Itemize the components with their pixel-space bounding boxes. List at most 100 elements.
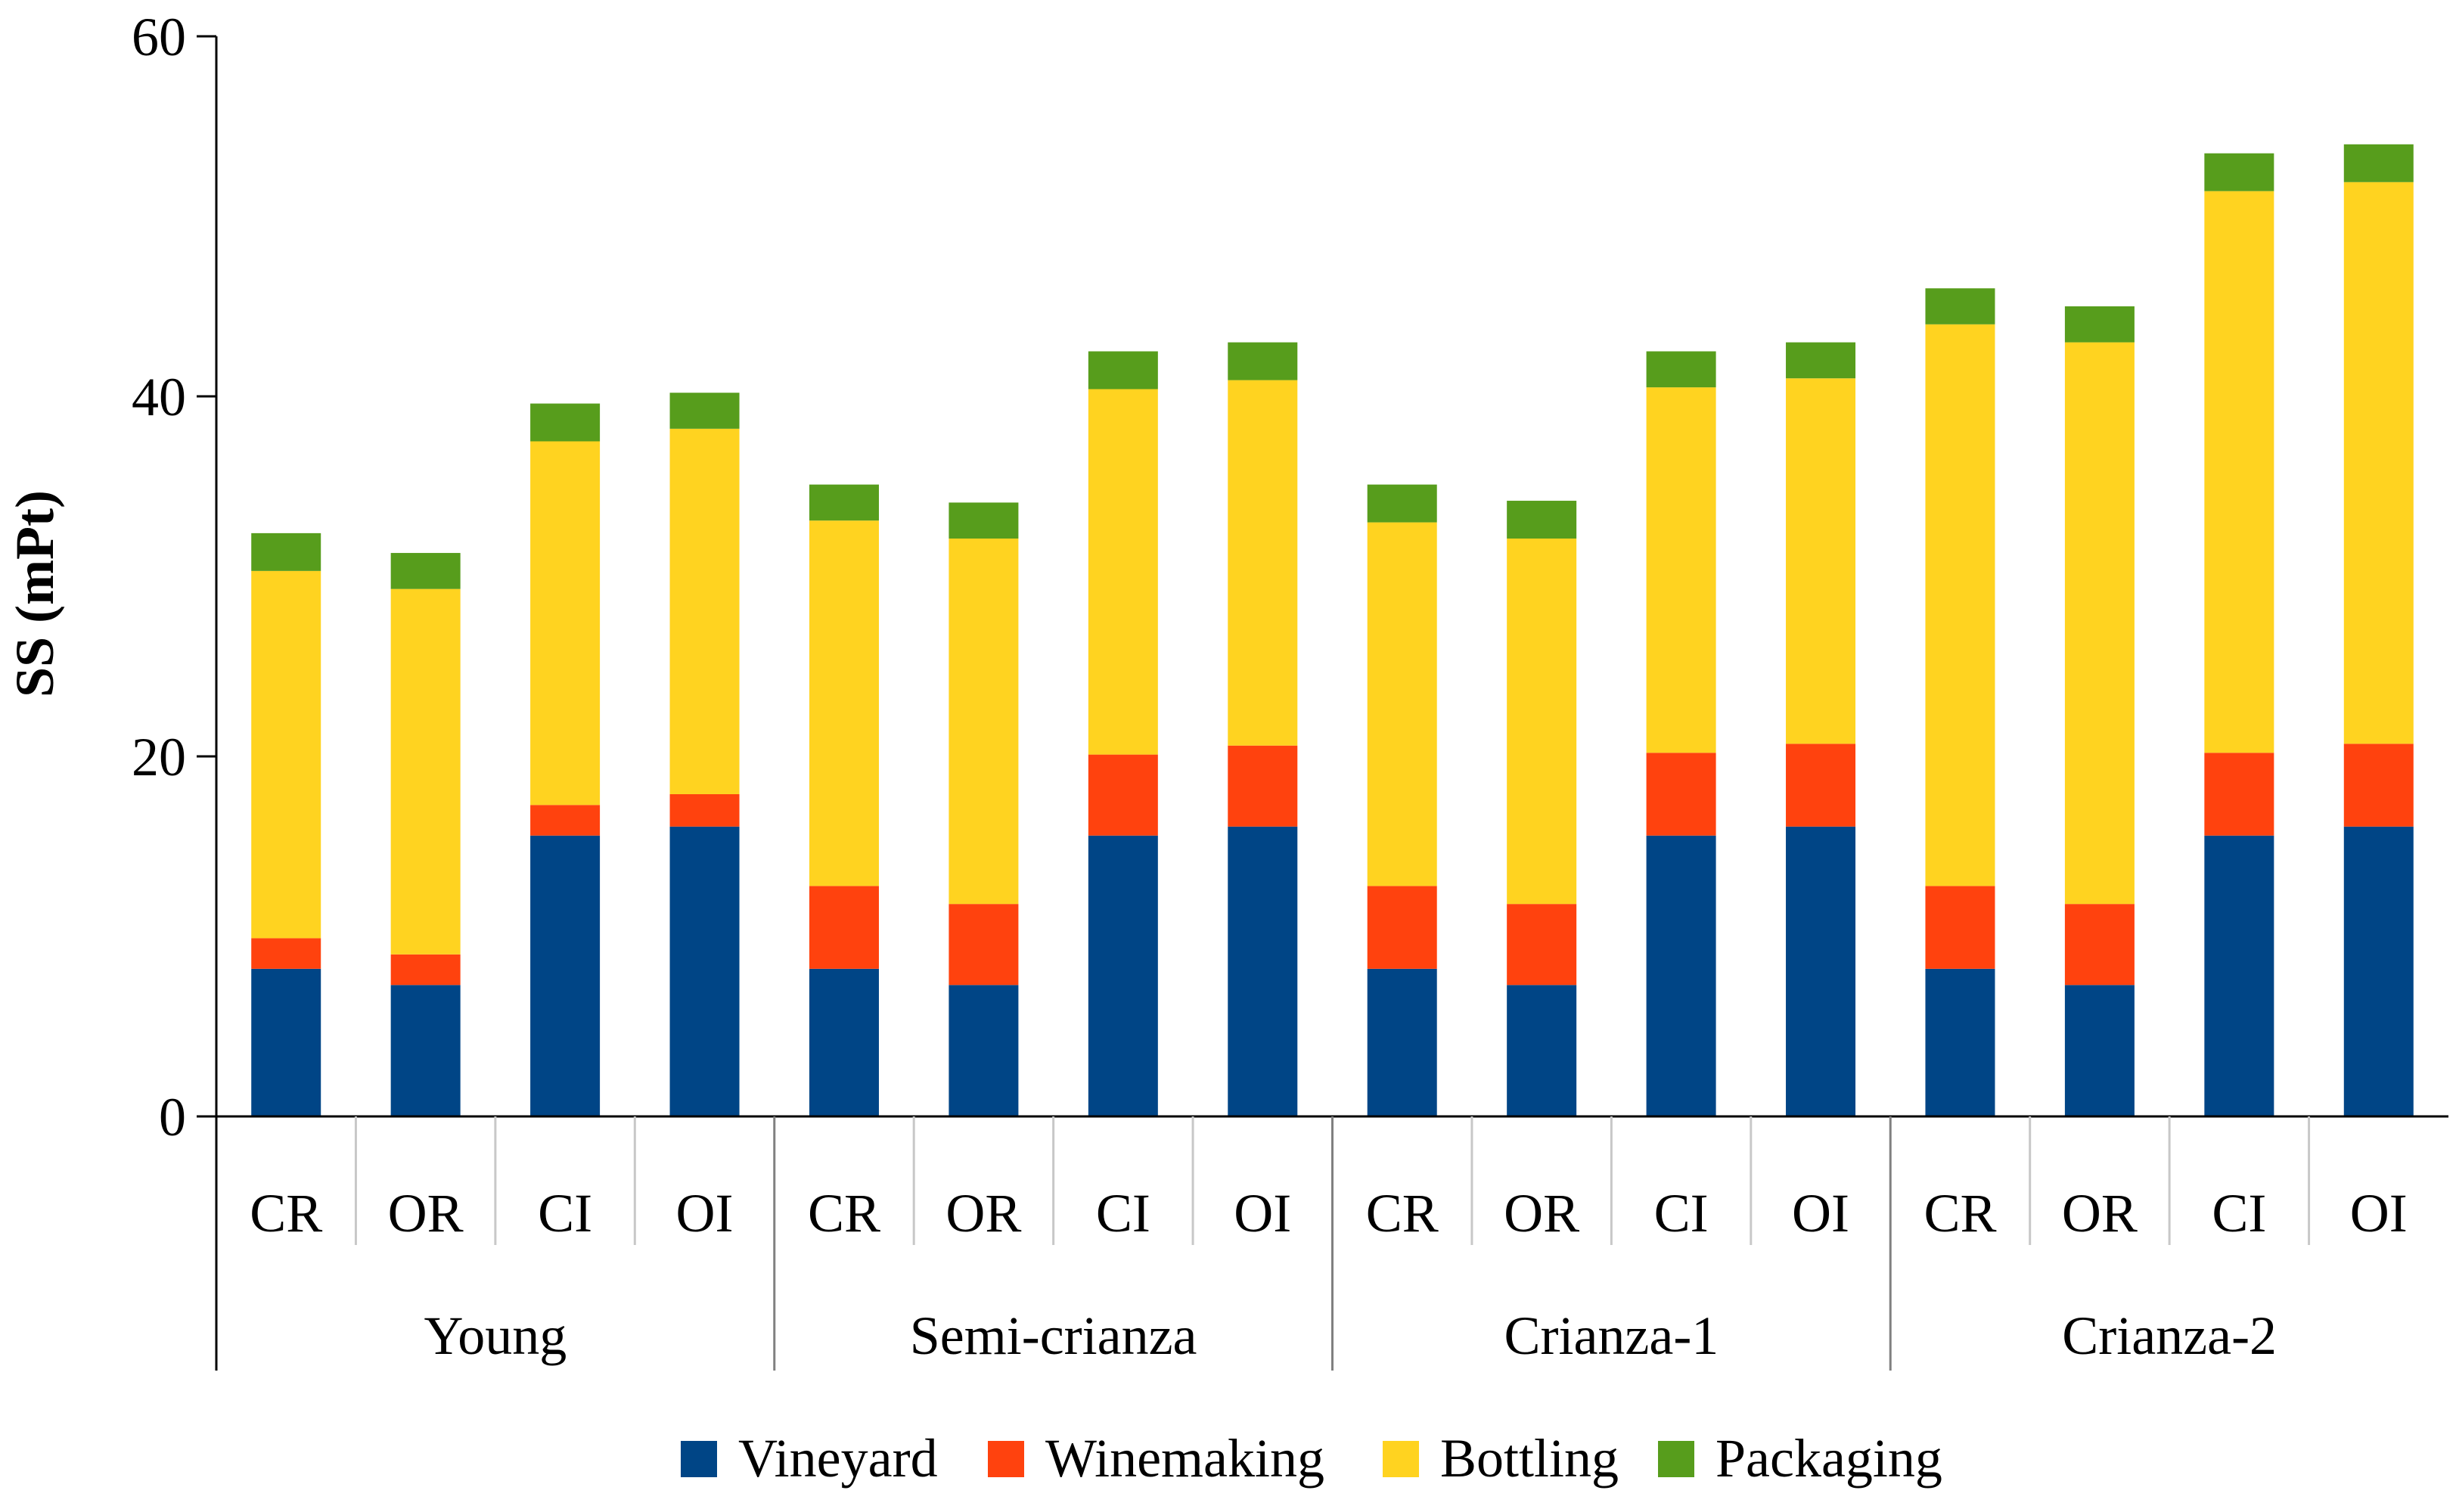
bar-winemaking-segment (809, 886, 879, 969)
bar-bottling-segment (530, 441, 601, 806)
bar-vineyard-segment (809, 968, 879, 1116)
bar-vineyard-segment (1367, 968, 1437, 1116)
bar-vineyard-segment (1088, 835, 1158, 1116)
bar-winemaking-segment (2064, 904, 2135, 986)
bar-winemaking-segment (1088, 754, 1158, 836)
x-groups-layer: Young Semi-crianza Crianza-1 Crianza-2 (424, 1116, 2277, 1371)
bar-packaging-segment (2204, 153, 2274, 191)
bar-winemaking-segment (251, 938, 321, 969)
x-group-label: Crianza-1 (1504, 1306, 1719, 1366)
x-group-label: Semi-crianza (910, 1306, 1197, 1366)
bar-vineyard-segment (1786, 826, 1856, 1116)
bar-vineyard-segment (2343, 826, 2414, 1116)
bar-winemaking-segment (1507, 904, 1577, 986)
bar-packaging-segment (1925, 288, 1995, 324)
bar-vineyard-segment (2204, 835, 2274, 1116)
bar-bottling-segment (1786, 378, 1856, 744)
bar-packaging-segment (669, 393, 740, 429)
x-category-label: OI (1234, 1183, 1291, 1243)
bar-winemaking-segment (669, 793, 740, 827)
bar-bottling-segment (1925, 324, 1995, 886)
bar-winemaking-segment (1646, 753, 1716, 836)
bar-bottling-segment (1228, 380, 1298, 746)
x-category-label: OI (2350, 1183, 2408, 1243)
legend-swatch-winemaking (988, 1441, 1024, 1477)
x-group-label: Young (424, 1306, 567, 1366)
bar-packaging-segment (2343, 144, 2414, 182)
bar-packaging-segment (1088, 351, 1158, 390)
y-ticks-layer: 0 20 40 60 (132, 7, 216, 1147)
x-category-label: OI (676, 1183, 734, 1243)
bar-bottling-segment (1507, 539, 1577, 905)
bar-packaging-segment (530, 403, 601, 442)
bar-vineyard-segment (669, 826, 740, 1116)
x-category-label: OR (945, 1183, 1021, 1243)
x-category-label: OI (1792, 1183, 1849, 1243)
legend-swatch-packaging (1658, 1441, 1694, 1477)
bar-winemaking-segment (949, 904, 1019, 986)
bar-winemaking-segment (1786, 744, 1856, 827)
x-category-label: CR (808, 1183, 880, 1243)
bar-vineyard-segment (1228, 826, 1298, 1116)
bar-packaging-segment (809, 484, 879, 521)
bar-packaging-segment (2064, 306, 2135, 343)
y-tick-label: 40 (132, 367, 186, 427)
bar-vineyard-segment (2064, 985, 2135, 1116)
bar-packaging-segment (1367, 484, 1437, 523)
legend: Vineyard Winemaking Bottling Packaging (681, 1428, 1942, 1489)
bar-winemaking-segment (2343, 744, 2414, 827)
bar-vineyard-segment (251, 968, 321, 1116)
bar-bottling-segment (669, 428, 740, 794)
x-category-label: CR (250, 1183, 322, 1243)
bar-vineyard-segment (390, 985, 461, 1116)
bar-packaging-segment (1507, 501, 1577, 539)
legend-label-bottling: Bottling (1440, 1428, 1619, 1489)
bar-bottling-segment (2343, 182, 2414, 744)
legend-label-winemaking: Winemaking (1045, 1428, 1324, 1489)
bar-vineyard-segment (1507, 985, 1577, 1116)
bar-winemaking-segment (530, 805, 601, 836)
bar-packaging-segment (1646, 351, 1716, 388)
bar-winemaking-segment (1367, 886, 1437, 969)
x-category-label: CR (1924, 1183, 1996, 1243)
bar-vineyard-segment (949, 985, 1019, 1116)
legend-swatch-vineyard (681, 1441, 717, 1477)
x-category-label: OR (1504, 1183, 1579, 1243)
x-category-label: OR (388, 1183, 464, 1243)
bar-winemaking-segment (1925, 886, 1995, 969)
x-category-label: CR (1366, 1183, 1439, 1243)
bar-vineyard-segment (1646, 835, 1716, 1116)
x-category-label: CI (2212, 1183, 2266, 1243)
bar-packaging-segment (390, 553, 461, 589)
x-group-label: Crianza-2 (2062, 1306, 2277, 1366)
bar-bottling-segment (1646, 387, 1716, 753)
bar-winemaking-segment (2204, 753, 2274, 836)
legend-label-packaging: Packaging (1715, 1428, 1942, 1489)
x-category-label: CI (1654, 1183, 1709, 1243)
bar-winemaking-segment (1228, 745, 1298, 827)
bar-bottling-segment (390, 588, 461, 955)
bar-bottling-segment (809, 520, 879, 886)
y-tick-label: 20 (132, 727, 186, 787)
legend-swatch-bottling (1383, 1441, 1419, 1477)
x-category-label: CI (1096, 1183, 1150, 1243)
bar-packaging-segment (949, 502, 1019, 539)
x-category-label: OR (2062, 1183, 2138, 1243)
bar-bottling-segment (949, 539, 1019, 905)
y-tick-label: 0 (159, 1087, 186, 1147)
bar-vineyard-segment (530, 835, 601, 1116)
bar-packaging-segment (251, 532, 321, 571)
bar-winemaking-segment (390, 954, 461, 986)
bar-bottling-segment (1088, 389, 1158, 755)
bar-packaging-segment (1786, 342, 1856, 379)
x-category-label: CI (538, 1183, 592, 1243)
bar-packaging-segment (1228, 342, 1298, 380)
y-axis-title: SS (mPt) (5, 490, 65, 697)
bar-bottling-segment (251, 570, 321, 939)
bar-bottling-segment (2204, 191, 2274, 753)
bar-vineyard-segment (1925, 968, 1995, 1116)
bar-bottling-segment (2064, 342, 2135, 905)
y-tick-label: 60 (132, 7, 186, 67)
